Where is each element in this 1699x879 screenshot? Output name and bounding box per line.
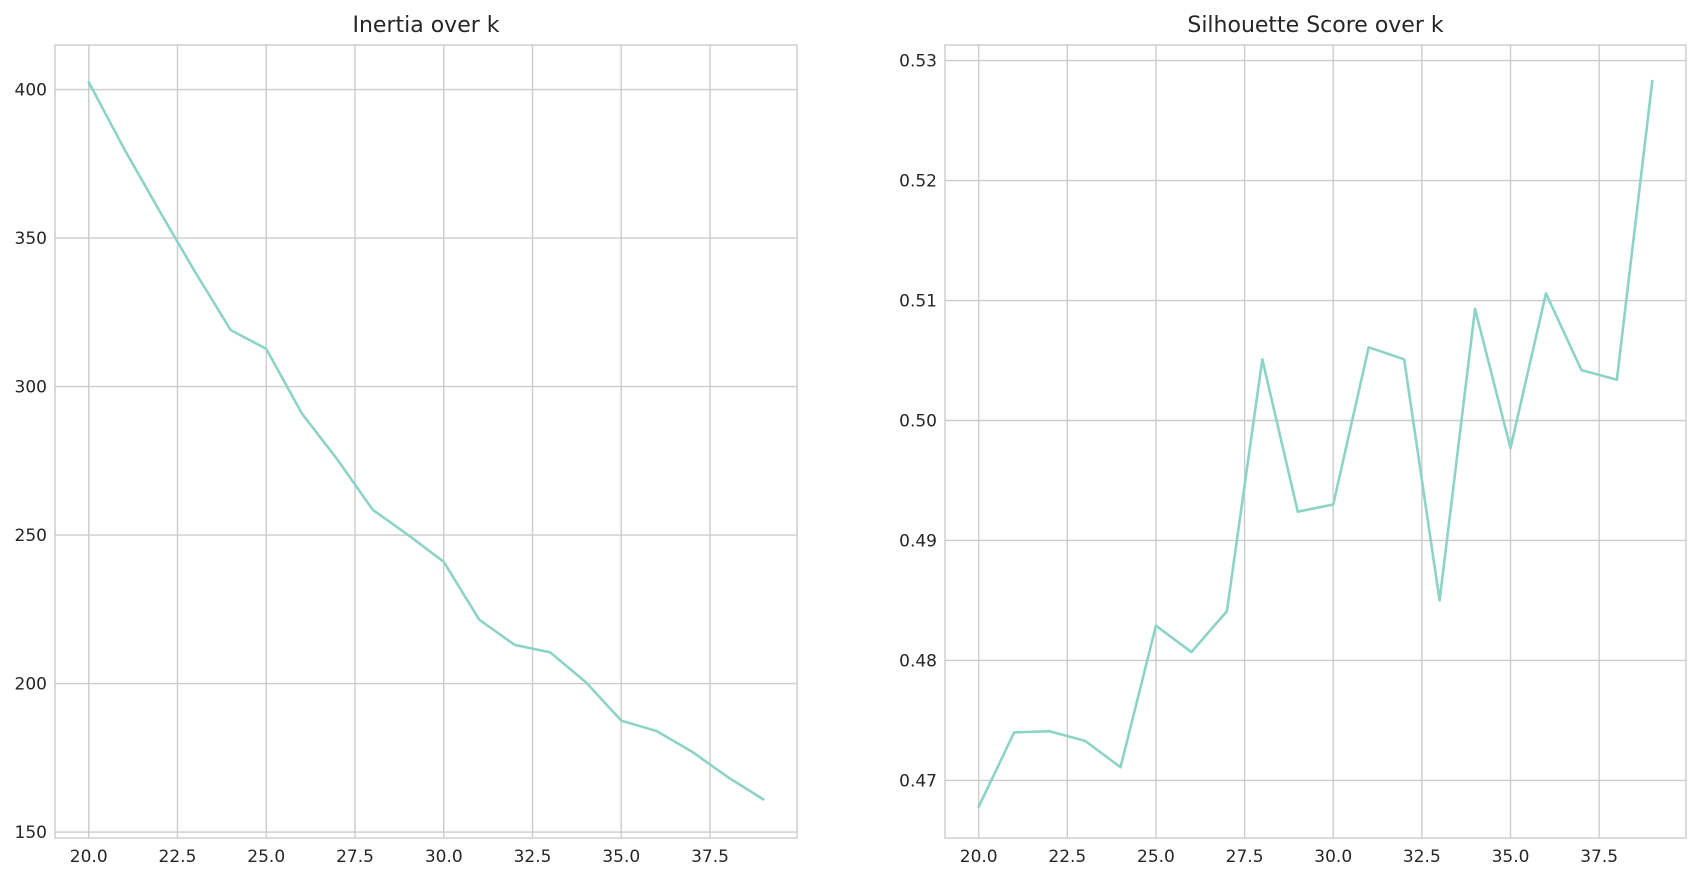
x-tick-label: 35.0 [602, 847, 640, 867]
x-tick-label: 32.5 [1403, 847, 1441, 867]
plot-frame [944, 44, 1687, 839]
y-tick-label: 0.51 [899, 292, 937, 312]
x-tick-label: 25.0 [247, 847, 285, 867]
plot-frame [54, 44, 798, 839]
chart-title: Inertia over k [352, 13, 499, 38]
x-tick-label: 30.0 [425, 847, 463, 867]
chart-title: Silhouette Score over k [1187, 13, 1444, 38]
y-tick-label: 0.49 [899, 531, 937, 551]
x-tick-label: 35.0 [1492, 847, 1530, 867]
y-tick-label: 0.47 [899, 771, 937, 791]
y-tick-label: 150 [15, 823, 47, 843]
x-tick-label: 25.0 [1137, 847, 1175, 867]
x-tick-label: 22.5 [1048, 847, 1086, 867]
y-tick-label: 200 [15, 675, 47, 695]
x-tick-label: 20.0 [70, 847, 108, 867]
y-tick-label: 0.53 [899, 52, 937, 72]
series-line [977, 79, 1654, 809]
y-tick-label: 0.52 [899, 172, 937, 192]
y-tick-label: 250 [15, 526, 47, 546]
y-tick-label: 300 [15, 378, 47, 398]
x-tick-label: 30.0 [1314, 847, 1352, 867]
y-tick-label: 400 [15, 81, 47, 101]
y-tick-label: 0.50 [899, 412, 937, 432]
y-tick-label: 350 [15, 229, 47, 249]
x-tick-label: 27.5 [1226, 847, 1264, 867]
x-tick-label: 37.5 [1580, 847, 1618, 867]
x-tick-label: 27.5 [336, 847, 374, 867]
x-tick-label: 32.5 [514, 847, 552, 867]
x-tick-label: 20.0 [960, 847, 998, 867]
y-tick-label: 0.48 [899, 651, 937, 671]
x-tick-label: 37.5 [691, 847, 729, 867]
series-line [87, 80, 765, 801]
inertia-chart-panel: 20.0 22.5 25.0 27.5 30.0 32.5 35.0 37.5 150 200 25… [15, 13, 798, 867]
x-tick-label: 22.5 [159, 847, 197, 867]
silhouette-chart-panel: 20.0 22.5 25.0 27.5 30.0 32.5 35.0 37.5 0.47 0.48… [899, 13, 1687, 867]
